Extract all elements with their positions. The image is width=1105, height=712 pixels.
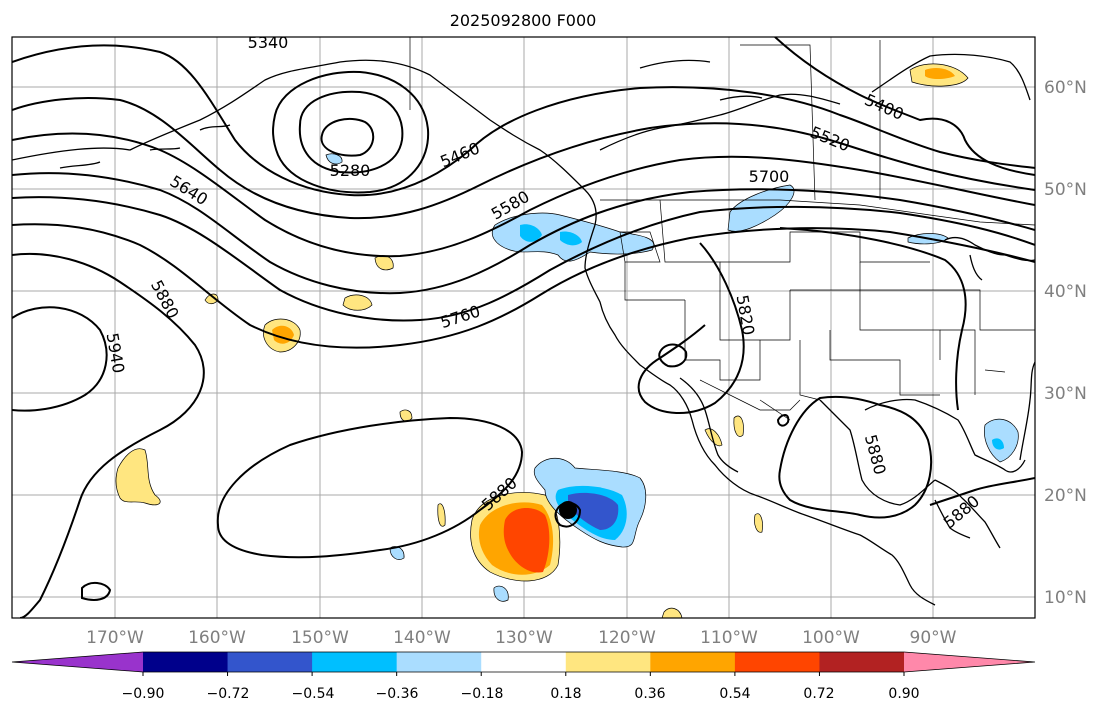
map-frame xyxy=(11,36,1036,619)
positive-anomaly-small-5 xyxy=(754,513,763,533)
colorbar-segment xyxy=(565,652,651,672)
coastlines xyxy=(12,53,1035,606)
negative-anomaly-florida-core xyxy=(992,438,1004,450)
contour-5880-west xyxy=(12,252,205,618)
negative-anomaly-small-3 xyxy=(325,153,343,165)
colorbar-segment xyxy=(650,652,736,672)
colorbar-tick-label: 0.18 xyxy=(550,686,581,702)
lat-label: 20°N xyxy=(1044,486,1087,506)
colorbar-extend-low xyxy=(12,652,143,672)
colorbar-extend-high xyxy=(904,652,1035,672)
contour-5400-ne xyxy=(774,37,1035,176)
contour-5640 xyxy=(12,172,1035,295)
contour-5880-east xyxy=(929,477,1035,506)
colorbar-segment xyxy=(227,652,313,672)
colorbar-tick-label: 0.72 xyxy=(803,686,834,702)
map-title: 2025092800 F000 xyxy=(450,11,597,30)
colorbar-segment xyxy=(481,652,567,672)
colorbar-segment xyxy=(734,652,820,672)
colorbar-segment xyxy=(819,652,905,672)
colorbar-tick-label: 0.90 xyxy=(888,686,919,702)
contour-label: 5280 xyxy=(330,161,371,180)
contour-label: 5340 xyxy=(248,33,289,52)
colorbar-tick-labels: −0.90 −0.72 −0.54 −0.36 −0.18 0.18 0.36 … xyxy=(122,686,920,702)
contour-5700 xyxy=(12,196,1035,322)
contour-5280 xyxy=(320,117,375,157)
colorbar-tick-label: 0.36 xyxy=(634,686,665,702)
contour-5880-subtrop xyxy=(216,416,524,559)
lon-label: 90°W xyxy=(910,628,957,648)
lat-label: 10°N xyxy=(1044,588,1087,608)
positive-anomaly-pacific-2 xyxy=(342,294,373,311)
lon-label: 130°W xyxy=(495,628,553,648)
contour-label: 5700 xyxy=(749,167,790,186)
longitude-labels: 170°W 160°W 150°W 140°W 130°W 120°W 110°… xyxy=(86,628,957,648)
contour-closed-4 xyxy=(776,414,790,427)
contour-5820-east xyxy=(779,227,967,411)
colorbar xyxy=(11,651,1036,676)
contour-5400-ring xyxy=(272,70,430,194)
lon-label: 150°W xyxy=(291,628,349,648)
lon-label: 140°W xyxy=(393,628,451,648)
colorbar-tick-label: −0.54 xyxy=(292,686,335,702)
political-boundaries xyxy=(409,37,1035,421)
contour-5340 xyxy=(298,90,404,174)
latitude-labels: 60°N 50°N 40°N 30°N 20°N 10°N xyxy=(1044,78,1087,608)
contour-closed-3 xyxy=(81,582,112,601)
contour-5520 xyxy=(12,97,1035,220)
contour-closed-1 xyxy=(658,343,688,368)
cyclone-marker xyxy=(559,501,577,519)
lon-label: 170°W xyxy=(86,628,144,648)
positive-anomaly-baja xyxy=(704,428,723,447)
lon-label: 110°W xyxy=(700,628,758,648)
contour-5880-gulf xyxy=(778,395,933,519)
contour-5460 xyxy=(12,44,1035,197)
lat-label: 60°N xyxy=(1044,78,1087,98)
positive-anomaly-small-4 xyxy=(661,607,683,618)
positive-anomaly-hudson-core xyxy=(925,68,955,79)
positive-anomaly-small-2 xyxy=(399,409,413,422)
lat-label: 50°N xyxy=(1044,180,1087,200)
lat-label: 40°N xyxy=(1044,282,1087,302)
contour-5940 xyxy=(12,306,108,412)
lon-label: 100°W xyxy=(802,628,860,648)
height-contours xyxy=(12,37,1035,618)
positive-anomaly-baja-2 xyxy=(733,415,744,437)
positive-anomaly-pacific-4 xyxy=(115,448,161,506)
colorbar-tick-label: −0.36 xyxy=(376,686,419,702)
positive-anomaly-small-3 xyxy=(437,503,446,527)
negative-anomaly-small-2 xyxy=(493,585,509,602)
colorbar-tick-label: −0.18 xyxy=(461,686,504,702)
lat-label: 30°N xyxy=(1044,384,1087,404)
negative-anomaly-core xyxy=(568,492,619,530)
colorbar-tick-label: −0.90 xyxy=(122,686,165,702)
lon-label: 160°W xyxy=(188,628,246,648)
contour-5760 xyxy=(12,223,1035,349)
colorbar-tick-label: 0.54 xyxy=(719,686,750,702)
contour-5580 xyxy=(12,132,1035,258)
negative-anomaly-pnw-core2 xyxy=(560,231,582,246)
positive-anomaly-max xyxy=(503,508,550,573)
anomaly-shading xyxy=(115,63,1019,618)
negative-anomaly-pnw-core xyxy=(520,224,542,242)
colorbar-tick-label: −0.72 xyxy=(207,686,250,702)
colorbar-segment xyxy=(143,652,229,672)
lon-label: 120°W xyxy=(598,628,656,648)
colorbar-segment xyxy=(312,652,398,672)
colorbar-segment xyxy=(396,652,482,672)
